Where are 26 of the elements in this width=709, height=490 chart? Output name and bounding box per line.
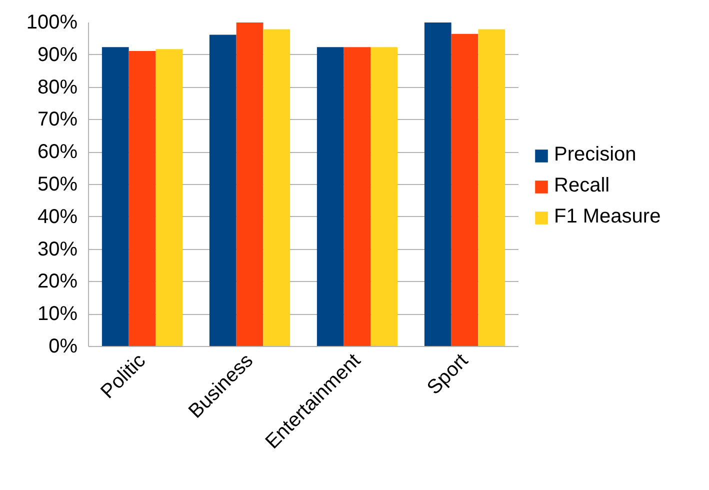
y-tick-label: 20% xyxy=(37,270,78,293)
y-tick-label: 10% xyxy=(37,303,78,326)
bar xyxy=(370,47,398,346)
bar xyxy=(478,29,506,346)
legend-label: Recall xyxy=(554,174,610,198)
y-tick-label: 100% xyxy=(26,12,78,34)
bar xyxy=(424,22,452,346)
bar xyxy=(156,49,183,346)
bar xyxy=(128,51,156,346)
bar xyxy=(102,47,129,346)
y-tick-label: 90% xyxy=(37,44,78,66)
bar xyxy=(316,47,344,346)
bar xyxy=(236,22,264,346)
bar xyxy=(263,29,290,346)
legend-label: F1 Measure xyxy=(554,206,661,228)
y-tick-label: 70% xyxy=(37,108,78,131)
y-tick-label: 40% xyxy=(37,206,78,228)
y-tick-label: 80% xyxy=(37,76,78,98)
bar xyxy=(209,34,236,346)
bar xyxy=(451,34,478,346)
y-tick-label: 30% xyxy=(37,238,78,260)
legend-label: Precision xyxy=(554,144,636,166)
y-tick-label: 50% xyxy=(37,174,78,196)
bar xyxy=(344,47,371,346)
y-tick-label: 0% xyxy=(48,336,78,358)
y-tick-label: 60% xyxy=(37,141,78,164)
